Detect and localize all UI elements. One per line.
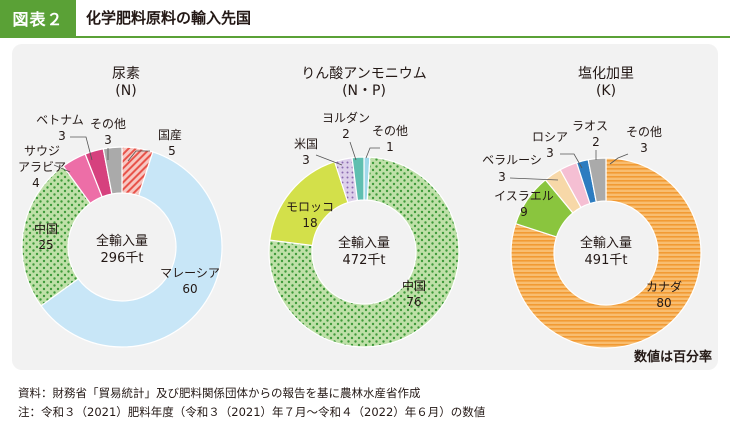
slice-value: 5 [168,144,176,158]
slice-value: 3 [546,146,554,160]
slice-value: 3 [58,129,66,143]
percent-note: 数値は百分率 [633,350,712,365]
slice-label-line2: アラビア [18,160,66,174]
slice-value: 1 [386,140,394,154]
slice-label-line1: サウジ [24,144,60,158]
chart-potassium-chloride: 塩化加里 (K) 全輸入量 491千t カナダ 80 イスラエル 9 ベラルーシ… [482,66,702,349]
slice-label: ラオス [572,119,608,133]
footnotes: 資料：財務省「貿易統計」及び肥料関係団体からの報告を基に農林水産省作成 注：令和… [18,384,485,422]
leader-line [70,136,93,161]
slice-value: 2 [342,127,350,141]
donut-slice-0 [510,157,702,349]
slice-value: 3 [104,133,112,147]
center-total: 491千t [585,253,628,268]
slice-label: モロッコ [286,200,334,214]
slice-label: カナダ [646,279,682,294]
slice-value: 25 [38,238,53,252]
slice-value: 3 [302,153,310,167]
donut-slice-4 [351,156,365,202]
chart-urea: 尿素 (N) 全輸入量 296千t 国産 5 マレーシア 60 中国 25 サウ… [18,66,223,348]
leader-line [560,153,583,169]
center-label: 全輸入量 [338,235,390,251]
slice-value: 4 [32,176,40,190]
slice-value: 2 [592,135,600,149]
slice-label: その他 [90,117,126,131]
center-total: 296千t [101,251,144,266]
slice-label: ベトナム [36,113,84,127]
figure-number-badge: 図表２ [0,0,76,36]
donut-slice-2 [21,165,92,307]
source-note: 資料：財務省「貿易統計」及び肥料関係団体からの報告を基に農林水産省作成 [18,386,421,400]
slice-value: 76 [406,295,421,309]
figure-title: 化学肥料原料の輸入先国 [86,9,252,27]
slice-value: 80 [656,296,671,310]
slice-label: 中国 [34,221,58,236]
slice-value: 9 [520,205,528,219]
slice-label: マレーシア [160,266,220,280]
slice-value: 3 [498,170,506,184]
center-label: 全輸入量 [580,235,632,251]
slice-label: ヨルダン [322,110,370,125]
donut-slice-1 [268,156,460,348]
figure-header: 図表２ 化学肥料原料の輸入先国 [0,0,730,38]
slice-label: ベラルーシ [482,153,542,167]
leader-line [509,177,559,181]
leader-line [53,164,71,173]
slice-value: 18 [302,216,317,230]
leader-line [315,154,343,166]
chart-title-line1: 塩化加里 [578,66,634,82]
header-rule [0,36,730,38]
slice-label: 中国 [402,278,426,293]
slice-label: 国産 [158,127,182,142]
slice-label: その他 [372,124,408,138]
leader-line [127,150,150,162]
slice-label: その他 [626,125,662,139]
slice-value: 60 [182,282,197,296]
center-label: 全輸入量 [96,233,148,249]
leader-line [365,147,380,159]
slice-label: イスラエル [494,189,554,203]
chart-title-line1: りん酸アンモニウム [301,66,426,82]
chart-title-line2: (N) [115,83,136,99]
donut-slice-1 [40,151,223,348]
chart-ammonium-phosphate: りん酸アンモニウム (N・P) 全輸入量 472千t その他 1 中国 76 モ… [268,66,460,348]
chart-title-line2: (N・P) [342,83,386,99]
donut-slice-5 [587,157,607,203]
period-note: 注：令和３（2021）肥料年度（令和３（2021）年７月～令和４（2022）年６… [18,405,486,419]
leader-line [609,153,629,165]
slice-label: ロシア [532,130,568,144]
chart-title-line2: (K) [596,83,616,99]
chart-title-line1: 尿素 [112,66,140,82]
leader-line [349,141,357,161]
slice-value: 3 [640,141,648,155]
slice-label: 米国 [294,137,318,151]
center-total: 472千t [343,253,386,268]
